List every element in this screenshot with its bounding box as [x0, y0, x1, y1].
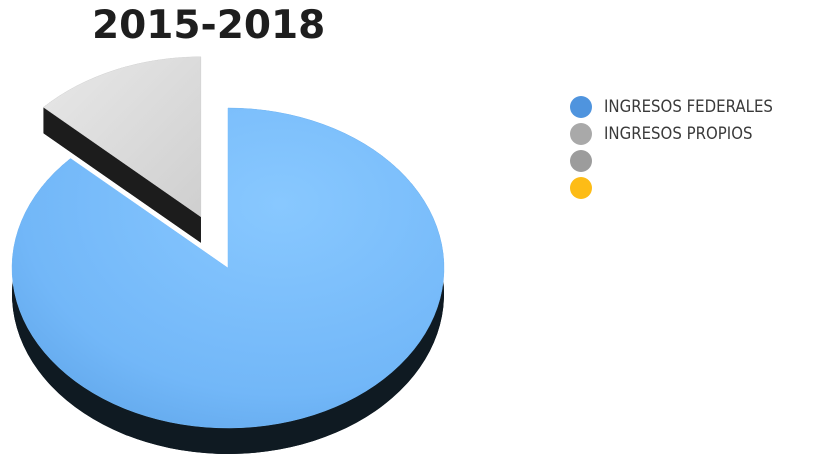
legend-swatch [570, 149, 592, 172]
pie-chart [11, 56, 445, 455]
legend-swatch [570, 122, 592, 145]
legend-swatch [570, 95, 592, 118]
legend-item-ingresos-federales: INGRESOS FEDERALES [570, 93, 825, 120]
pie-slice-ingresos-propios [43, 56, 202, 243]
legend-swatch [570, 176, 592, 199]
pie-slice-ingresos-federales [11, 107, 445, 455]
pie-slice-top [43, 56, 202, 218]
pie-slice-top [11, 107, 445, 429]
legend-item-ingresos-propios: INGRESOS PROPIOS [570, 120, 825, 147]
legend-label: INGRESOS PROPIOS [604, 123, 753, 144]
pie-slice-wall [43, 107, 201, 243]
legend: INGRESOS FEDERALES INGRESOS PROPIOS [570, 93, 825, 201]
legend-item-unlabeled-grey [570, 147, 825, 174]
legend-label: INGRESOS FEDERALES [604, 96, 773, 117]
legend-item-unlabeled-yellow [570, 174, 825, 201]
chart-title: 2015-2018 [92, 3, 326, 48]
